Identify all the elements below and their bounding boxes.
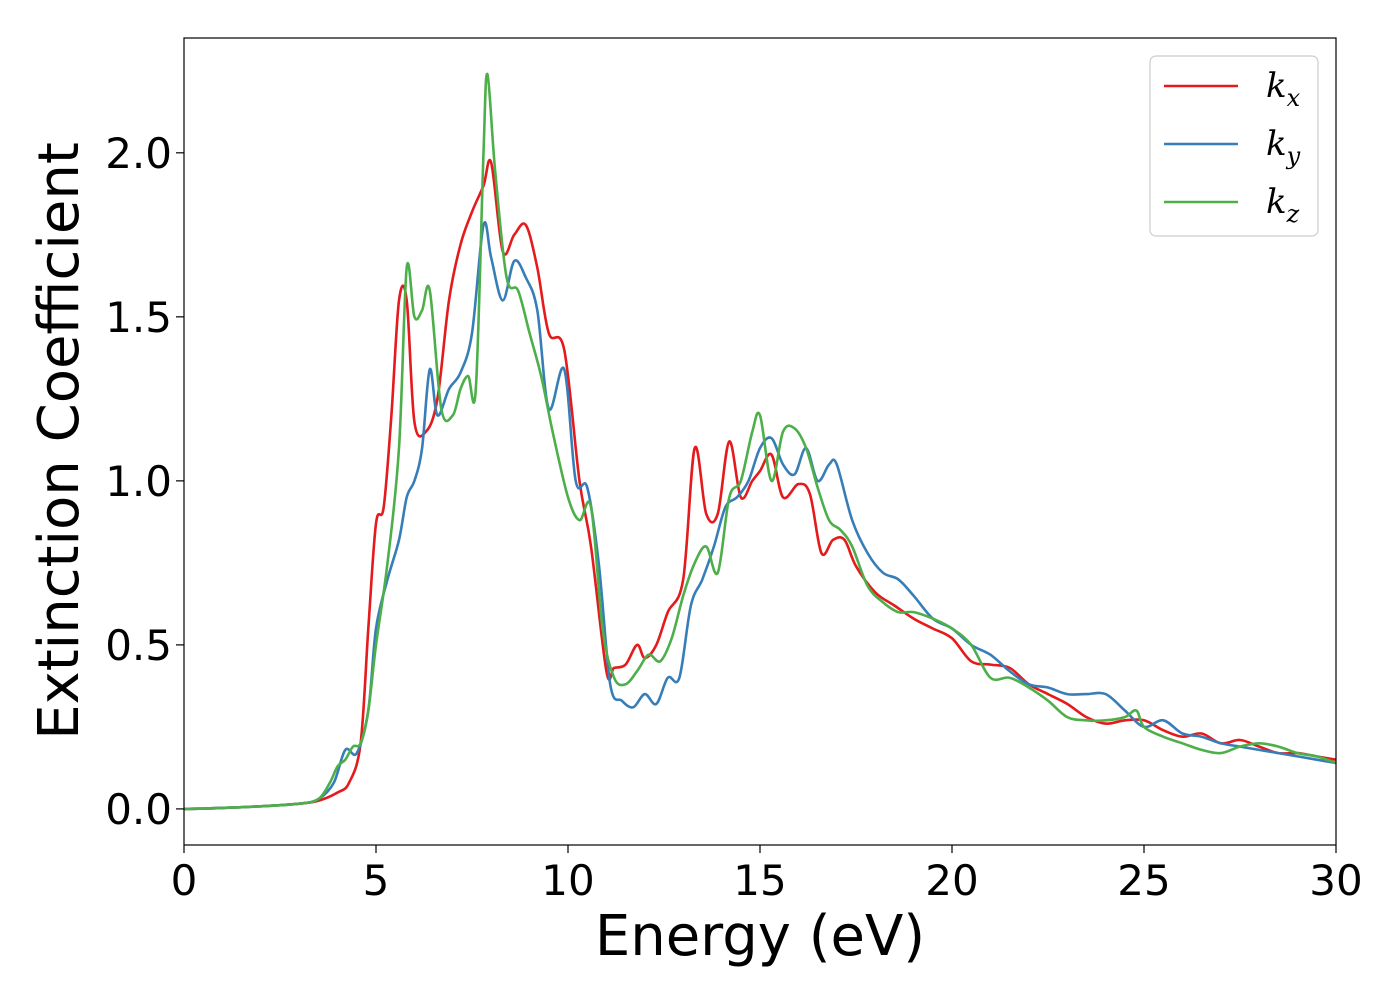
x-axis-title: Energy (eV): [595, 904, 925, 969]
series-line-x: [183, 158, 1337, 811]
y-tick-label: 0.5: [105, 621, 172, 670]
series-lines: [183, 72, 1337, 811]
legend-box: [1149, 55, 1319, 237]
legend-label-x: kx: [1266, 66, 1301, 112]
y-tick-label: 1.0: [105, 457, 172, 506]
x-tick-label: 25: [1117, 856, 1170, 905]
y-tick-label: 0.0: [105, 785, 172, 834]
x-tick-label: 15: [733, 856, 786, 905]
legend: kx ky kz: [1149, 55, 1319, 237]
x-tick-label: 20: [925, 856, 978, 905]
series-line-z: [183, 72, 1337, 811]
y-tick-label: 2.0: [105, 129, 172, 178]
legend-label-y: ky: [1266, 124, 1301, 170]
y-axis-title: Extinction Coefficient: [27, 142, 92, 740]
y-tick-label: 1.5: [105, 293, 172, 342]
legend-label-z: kz: [1266, 182, 1300, 228]
y-axis-ticks: 0.0 0.5 1.0 1.5 2.0: [105, 129, 184, 834]
x-tick-label: 0: [171, 856, 198, 905]
x-tick-label: 5: [363, 856, 390, 905]
series-line-y: [183, 220, 1337, 811]
x-axis-ticks: 0 5 10 15 20 25 30: [171, 845, 1363, 905]
x-tick-label: 10: [541, 856, 594, 905]
x-tick-label: 30: [1309, 856, 1362, 905]
